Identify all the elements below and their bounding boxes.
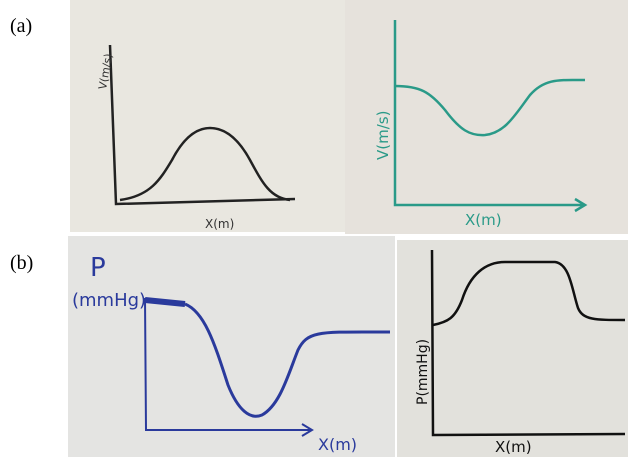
curve	[394, 78, 586, 137]
whiteboard	[70, 0, 345, 232]
y-label: V(m/s)	[374, 111, 392, 160]
sketch: V(m/s) X(m)	[345, 0, 628, 234]
axes	[144, 297, 314, 437]
x-label: X(m)	[205, 217, 234, 231]
y-label: P	[90, 253, 106, 283]
panel-label: (b)	[10, 252, 33, 274]
sketch: P (mmHg) X(m)	[68, 236, 395, 457]
axes	[393, 20, 588, 213]
sketch: V(m/s) X(m)	[70, 0, 345, 232]
curve	[119, 126, 291, 202]
panel-label: (a)	[10, 15, 32, 37]
whiteboard	[345, 0, 628, 234]
y-label: P(mmHg)	[415, 339, 431, 405]
sketch: P(mmHg) X(m)	[397, 240, 628, 457]
y-label: V(m/s)	[96, 53, 115, 91]
x-label: X(m)	[495, 438, 532, 456]
axes	[430, 249, 626, 437]
x-label: X(m)	[465, 211, 502, 229]
y-label: (mmHg)	[72, 290, 146, 311]
curve	[432, 260, 626, 327]
x-label: X(m)	[318, 435, 357, 454]
whiteboard	[68, 236, 395, 457]
curve-thick	[144, 297, 186, 307]
axes	[108, 44, 296, 206]
whiteboard	[397, 240, 628, 457]
curve	[184, 302, 391, 418]
